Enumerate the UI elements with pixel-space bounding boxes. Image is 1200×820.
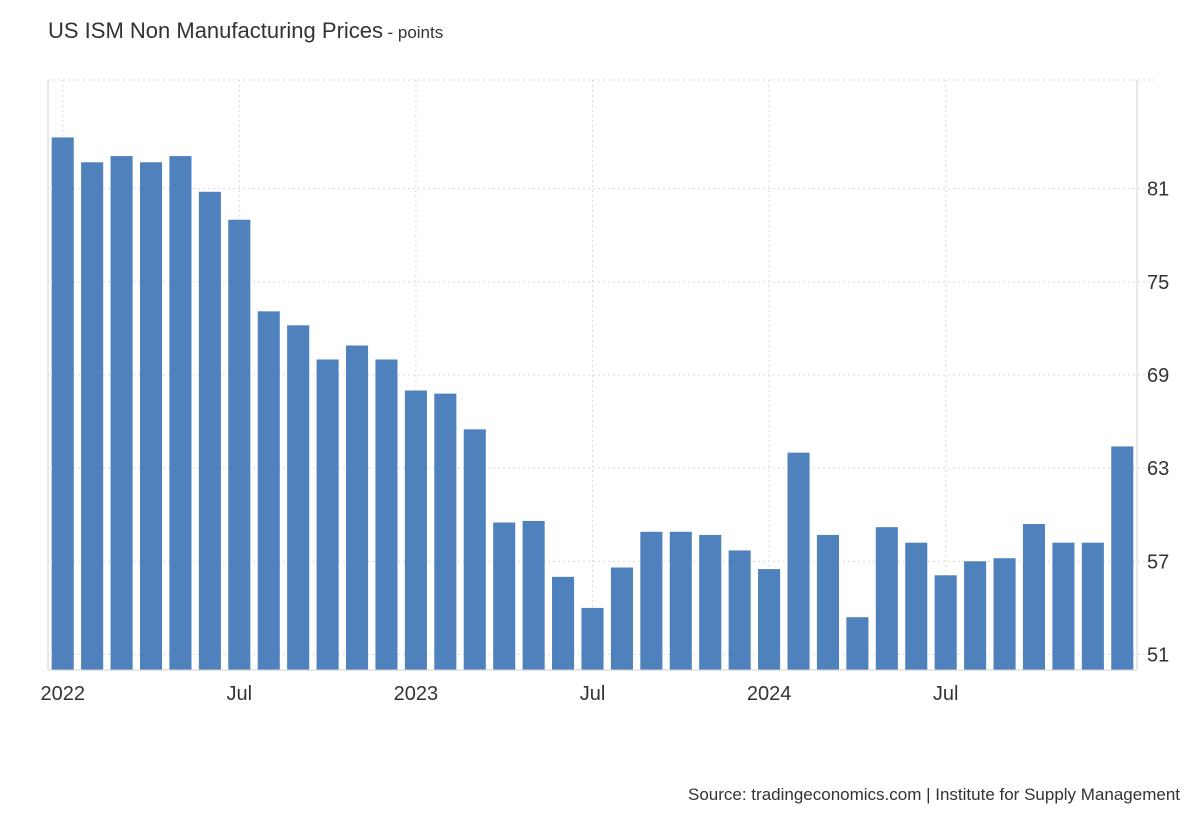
x-tick-label: Jul <box>580 683 606 705</box>
y-tick-label: 69 <box>1147 365 1169 387</box>
bar: 2023-05: 59.6 <box>522 520 545 670</box>
x-tick-label: 2023 <box>394 683 439 705</box>
bar: 2023-09: 58.9 <box>640 531 663 670</box>
chart-title: US ISM Non Manufacturing Prices - points <box>48 18 443 44</box>
chart-unit-text: - points <box>387 23 444 42</box>
bar-series: 2022-01: 84.3 2022-02: 82.7 2022-03: 83.1 2… <box>51 137 1134 670</box>
bar: 2025-01: 64.4 <box>1111 446 1134 670</box>
bar: 2023-06: 56 <box>552 576 575 670</box>
bar: 2022-12: 70 <box>375 359 398 670</box>
x-tick-label: 2022 <box>40 683 85 705</box>
bar: 2024-10: 59.4 <box>1022 524 1046 670</box>
bar: 2023-02: 67.8 <box>434 393 457 670</box>
bar: 2022-07: 79 <box>228 219 251 670</box>
y-tick-labels: 51 57 63 69 75 81 <box>1147 179 1169 667</box>
bar: 2024-03: 58.7 <box>816 534 839 670</box>
bar: 2024-11: 58.2 <box>1052 542 1075 670</box>
bar: 2022-06: 80.8 <box>198 191 221 670</box>
bar: 2024-06: 58.2 <box>905 542 928 670</box>
bar: 2024-02: 64 <box>787 452 810 670</box>
bar: 2022-01: 84.3 <box>51 137 74 670</box>
bar: 2022-04: 82.7 <box>139 162 163 670</box>
bar: 2022-11: 70.9 <box>346 345 369 670</box>
bar: 2022-08: 73.1 <box>257 311 280 670</box>
bar: 2022-03: 83.1 <box>110 156 133 670</box>
bar: 2023-07: 54 <box>581 607 604 670</box>
y-tick-label: 75 <box>1147 272 1169 294</box>
y-tick-label: 57 <box>1147 551 1169 573</box>
bar: 2022-05: 83.1 <box>169 156 192 670</box>
bar: 2024-04: 53.4 <box>846 617 869 670</box>
bar: 2023-03: 65.5 <box>463 429 486 670</box>
x-tick-label: Jul <box>933 683 959 705</box>
bar: 2024-12: 58.2 <box>1081 542 1104 670</box>
bar: 2023-10: 58.9 <box>669 531 692 670</box>
bar: 2024-01: 56.5 <box>758 569 781 670</box>
bar: 2024-05: 59.2 <box>875 527 898 670</box>
bar: 2022-10: 70 <box>316 359 339 670</box>
bar: 2023-04: 59.5 <box>493 522 516 670</box>
source-note: Source: tradingeconomics.com | Institute… <box>688 785 1180 804</box>
bar: 2023-08: 56.6 <box>610 567 633 670</box>
bar: 2023-11: 58.7 <box>699 534 722 670</box>
y-tick-label: 51 <box>1147 644 1169 666</box>
bar: 2022-02: 82.7 <box>81 162 104 670</box>
y-tick-label: 81 <box>1147 179 1169 201</box>
bar: 2024-09: 57.2 <box>993 558 1016 670</box>
y-tick-label: 63 <box>1147 458 1169 480</box>
x-tick-label: Jul <box>227 683 253 705</box>
bar-chart: 2022-01: 84.3 2022-02: 82.7 2022-03: 83.1 2… <box>40 79 1169 705</box>
chart-title-text: US ISM Non Manufacturing Prices <box>48 18 384 43</box>
x-tick-label: 2024 <box>747 683 792 705</box>
bar: 2023-01: 68 <box>404 390 427 670</box>
bar: 2023-12: 57.7 <box>728 550 751 670</box>
bar: 2024-07: 56.1 <box>934 575 957 670</box>
axes <box>47 80 1138 671</box>
x-tick-labels: 2022 Jul 2023 Jul 2024 Jul <box>40 683 958 705</box>
bar: 2024-08: 57 <box>964 561 987 670</box>
bar: 2022-09: 72.2 <box>287 325 310 670</box>
